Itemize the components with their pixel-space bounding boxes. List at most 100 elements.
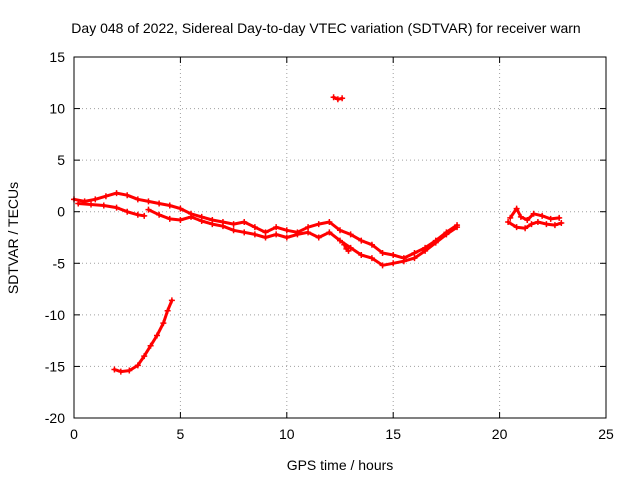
data-point xyxy=(166,215,173,222)
y-tick-label: -5 xyxy=(53,255,66,271)
chart-title: Day 048 of 2022, Sidereal Day-to-day VTE… xyxy=(71,20,580,36)
data-point xyxy=(432,239,439,246)
data-point xyxy=(530,210,537,217)
series-line xyxy=(72,191,459,260)
data-point xyxy=(556,214,563,221)
data-point xyxy=(513,205,520,212)
data-point xyxy=(454,224,461,231)
data-point xyxy=(134,196,141,203)
data-point xyxy=(283,234,290,241)
data-point xyxy=(262,234,269,241)
data-point xyxy=(524,216,531,223)
data-point xyxy=(126,367,133,374)
data-point xyxy=(141,212,148,219)
data-point xyxy=(88,201,95,208)
x-tick-label: 25 xyxy=(598,426,614,442)
data-point xyxy=(411,255,418,262)
series-track-late-b xyxy=(505,219,565,232)
data-point xyxy=(164,307,171,314)
data-point xyxy=(230,221,237,228)
data-point xyxy=(358,237,365,244)
data-point xyxy=(422,247,429,254)
data-point xyxy=(347,244,354,251)
data-point xyxy=(230,227,237,234)
data-point xyxy=(368,255,375,262)
data-point xyxy=(166,202,173,209)
data-point xyxy=(543,221,550,228)
y-tick-label: 15 xyxy=(49,49,65,65)
axis-ticks xyxy=(73,56,607,419)
data-point xyxy=(177,205,184,212)
data-point xyxy=(294,231,301,238)
data-point xyxy=(156,200,163,207)
data-point xyxy=(92,196,99,203)
data-point xyxy=(539,212,546,219)
data-point xyxy=(251,224,258,231)
y-tick-label: -20 xyxy=(45,410,65,426)
data-point xyxy=(198,217,205,224)
data-point xyxy=(251,231,258,238)
y-tick-label: 5 xyxy=(57,152,65,168)
y-axis-label: SDTVAR / TECUs xyxy=(5,182,21,294)
data-point xyxy=(534,219,541,226)
data-point xyxy=(209,221,216,228)
data-point xyxy=(241,229,248,236)
grid-lines xyxy=(74,57,606,418)
data-point xyxy=(305,224,312,231)
data-point xyxy=(522,225,529,232)
y-tick-label: 10 xyxy=(49,101,65,117)
y-tick-label: 0 xyxy=(57,204,65,220)
data-point xyxy=(111,366,118,373)
data-point xyxy=(315,221,322,228)
data-point xyxy=(390,260,397,267)
data-point xyxy=(113,190,120,197)
data-point xyxy=(507,214,514,221)
data-series xyxy=(71,94,565,375)
x-tick-label: 0 xyxy=(70,426,78,442)
data-point xyxy=(379,249,386,256)
data-point xyxy=(75,200,82,207)
data-point xyxy=(113,204,120,211)
x-tick-labels: 0 5 10 15 20 25 xyxy=(70,426,614,442)
data-point xyxy=(505,219,512,226)
data-point xyxy=(134,362,141,369)
data-point xyxy=(341,241,348,248)
plot-frame xyxy=(73,56,607,419)
data-point xyxy=(273,224,280,231)
data-point xyxy=(517,213,524,220)
data-point xyxy=(145,206,152,213)
data-point xyxy=(145,198,152,205)
y-tick-label: -15 xyxy=(45,358,65,374)
data-point xyxy=(283,227,290,234)
data-point xyxy=(147,342,154,349)
series-track-upper-a xyxy=(71,190,461,262)
data-point xyxy=(156,211,163,218)
data-point xyxy=(443,231,450,238)
data-point xyxy=(368,241,375,248)
data-point xyxy=(102,193,109,200)
data-point xyxy=(273,231,280,238)
data-point xyxy=(262,229,269,236)
series-track-spike-a xyxy=(341,241,352,254)
data-point xyxy=(345,247,352,254)
data-point xyxy=(513,224,520,231)
x-tick-label: 10 xyxy=(279,426,295,442)
data-point xyxy=(219,223,226,230)
data-point xyxy=(400,258,407,265)
data-point xyxy=(117,368,124,375)
data-point xyxy=(326,229,333,236)
data-point xyxy=(558,220,565,227)
data-point xyxy=(337,227,343,234)
data-point xyxy=(330,94,337,101)
data-point xyxy=(315,234,322,241)
x-tick-label: 5 xyxy=(177,426,185,442)
series-line xyxy=(112,298,174,374)
data-point xyxy=(339,95,346,102)
data-point xyxy=(347,231,354,238)
data-point xyxy=(124,208,131,215)
data-point xyxy=(337,237,343,244)
data-point xyxy=(141,353,148,360)
data-point xyxy=(188,213,195,220)
data-point xyxy=(326,219,333,226)
